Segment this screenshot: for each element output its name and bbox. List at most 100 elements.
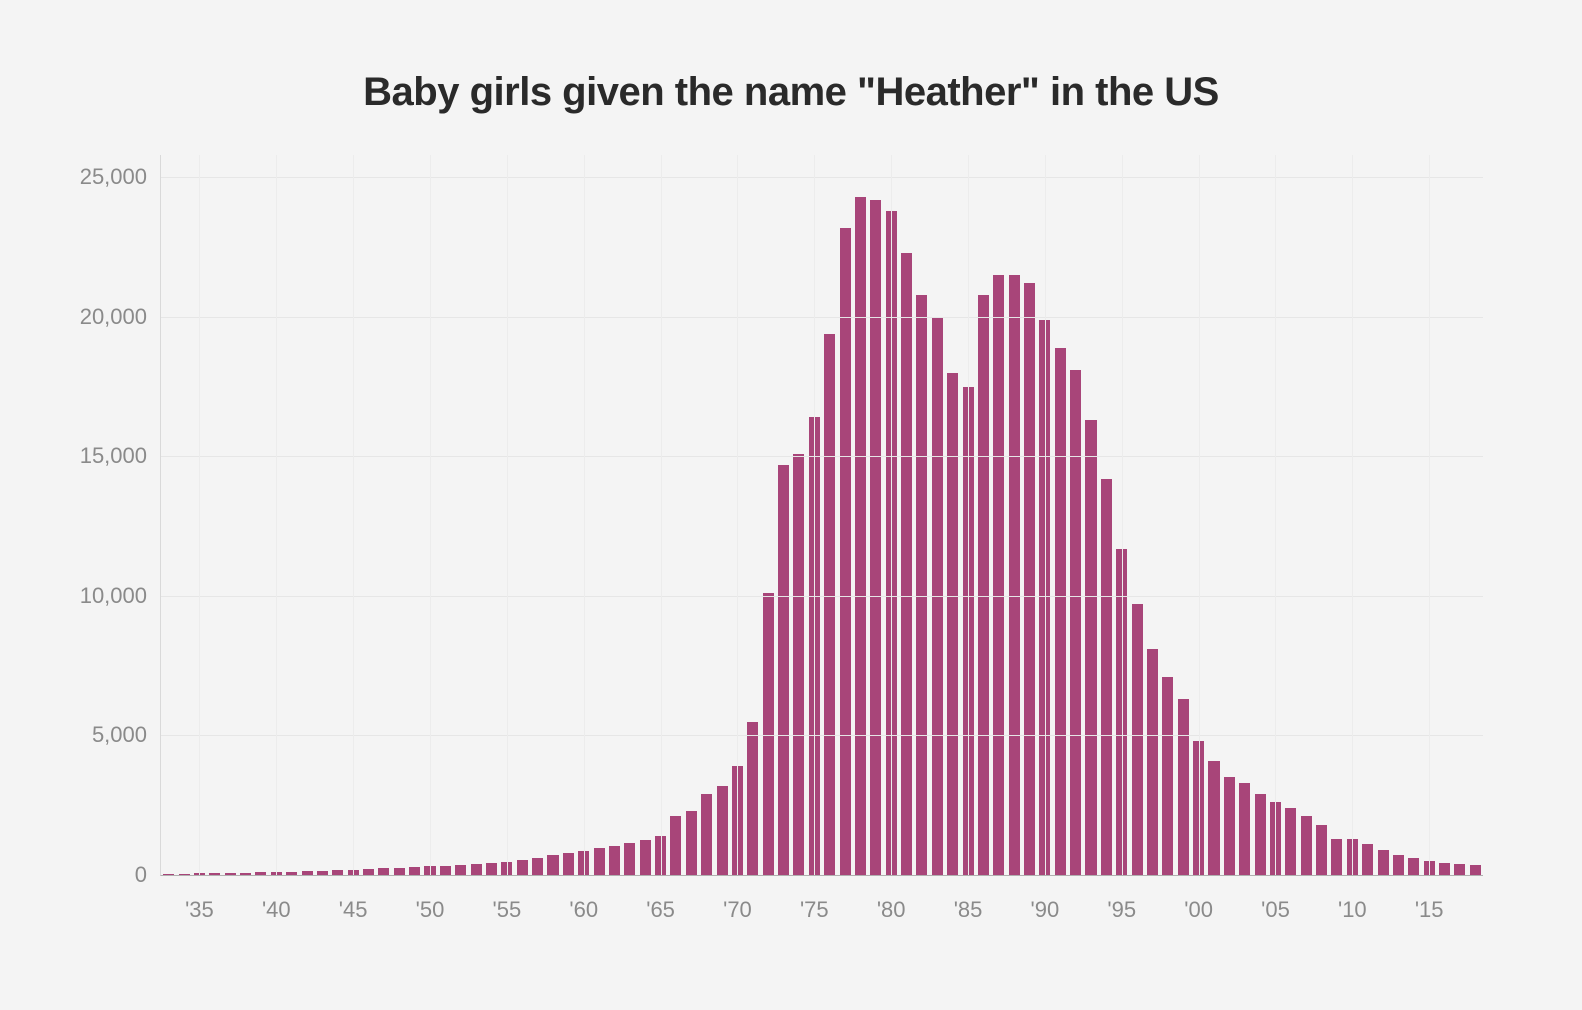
data-bar	[1439, 863, 1450, 875]
x-gridline	[1045, 155, 1046, 875]
y-gridline	[161, 596, 1483, 597]
x-tick-label: '05	[1261, 875, 1290, 923]
data-bar	[1408, 858, 1419, 875]
data-bar	[1070, 370, 1081, 875]
x-tick-label: '10	[1338, 875, 1367, 923]
data-bar	[409, 867, 420, 875]
data-bar	[609, 846, 620, 875]
data-bar	[1101, 479, 1112, 875]
data-bar	[1301, 816, 1312, 875]
data-bar	[701, 794, 712, 875]
data-bar	[163, 874, 174, 875]
data-bar	[517, 860, 528, 875]
data-bar	[993, 275, 1004, 875]
data-bar	[870, 200, 881, 875]
x-tick-label: '45	[339, 875, 368, 923]
data-bar	[471, 864, 482, 875]
data-bar	[1132, 604, 1143, 875]
y-tick-label: 5,000	[92, 722, 161, 748]
x-gridline	[1122, 155, 1123, 875]
data-bar	[978, 295, 989, 875]
data-bar	[317, 871, 328, 875]
data-bar	[670, 816, 681, 875]
data-bar	[640, 840, 651, 875]
x-gridline	[1429, 155, 1430, 875]
data-bar	[455, 865, 466, 875]
x-gridline	[353, 155, 354, 875]
data-bar	[1255, 794, 1266, 875]
x-gridline	[276, 155, 277, 875]
plot-area: 05,00010,00015,00020,00025,000'35'40'45'…	[160, 155, 1482, 875]
y-tick-label: 0	[135, 862, 161, 888]
data-bar	[378, 868, 389, 875]
x-gridline	[968, 155, 969, 875]
x-gridline	[814, 155, 815, 875]
x-gridline	[1352, 155, 1353, 875]
x-gridline	[507, 155, 508, 875]
x-tick-label: '50	[416, 875, 445, 923]
data-bar	[547, 855, 558, 875]
x-gridline	[1275, 155, 1276, 875]
data-bar	[1285, 808, 1296, 875]
x-tick-label: '60	[569, 875, 598, 923]
data-bar	[1331, 839, 1342, 875]
y-gridline	[161, 456, 1483, 457]
x-gridline	[891, 155, 892, 875]
x-tick-label: '80	[877, 875, 906, 923]
x-tick-label: '00	[1184, 875, 1213, 923]
data-bar	[855, 197, 866, 875]
data-bar	[1454, 864, 1465, 875]
data-bar	[1009, 275, 1020, 875]
data-bar	[302, 871, 313, 875]
data-bar	[394, 868, 405, 875]
data-bar	[1393, 855, 1404, 875]
data-bar	[1224, 777, 1235, 875]
x-tick-label: '35	[185, 875, 214, 923]
y-gridline	[161, 177, 1483, 178]
chart-container: Baby girls given the name "Heather" in t…	[0, 0, 1582, 1010]
data-bar	[916, 295, 927, 875]
plot-inner: 05,00010,00015,00020,00025,000'35'40'45'…	[160, 155, 1483, 876]
y-gridline	[161, 317, 1483, 318]
data-bar	[747, 722, 758, 875]
x-tick-label: '15	[1415, 875, 1444, 923]
bar-layer	[161, 155, 1483, 875]
x-gridline	[737, 155, 738, 875]
y-tick-label: 10,000	[80, 583, 161, 609]
data-bar	[824, 334, 835, 875]
data-bar	[717, 786, 728, 875]
x-tick-label: '70	[723, 875, 752, 923]
data-bar	[763, 593, 774, 875]
x-gridline	[1199, 155, 1200, 875]
data-bar	[1316, 825, 1327, 875]
x-tick-label: '40	[262, 875, 291, 923]
x-tick-label: '90	[1031, 875, 1060, 923]
data-bar	[532, 858, 543, 875]
x-gridline	[661, 155, 662, 875]
y-tick-label: 25,000	[80, 164, 161, 190]
data-bar	[594, 848, 605, 875]
data-bar	[901, 253, 912, 875]
x-tick-label: '75	[800, 875, 829, 923]
data-bar	[624, 843, 635, 875]
x-gridline	[430, 155, 431, 875]
data-bar	[440, 866, 451, 875]
y-tick-label: 15,000	[80, 443, 161, 469]
x-gridline	[584, 155, 585, 875]
data-bar	[1024, 283, 1035, 875]
data-bar	[1147, 649, 1158, 875]
y-tick-label: 20,000	[80, 304, 161, 330]
data-bar	[778, 465, 789, 875]
x-gridline	[199, 155, 200, 875]
data-bar	[1362, 844, 1373, 875]
data-bar	[686, 811, 697, 875]
x-tick-label: '95	[1107, 875, 1136, 923]
data-bar	[1055, 348, 1066, 875]
x-tick-label: '85	[954, 875, 983, 923]
data-bar	[793, 454, 804, 875]
data-bar	[1085, 420, 1096, 875]
x-tick-label: '55	[493, 875, 522, 923]
data-bar	[1378, 850, 1389, 875]
data-bar	[240, 873, 251, 876]
chart-title: Baby girls given the name "Heather" in t…	[60, 70, 1522, 115]
